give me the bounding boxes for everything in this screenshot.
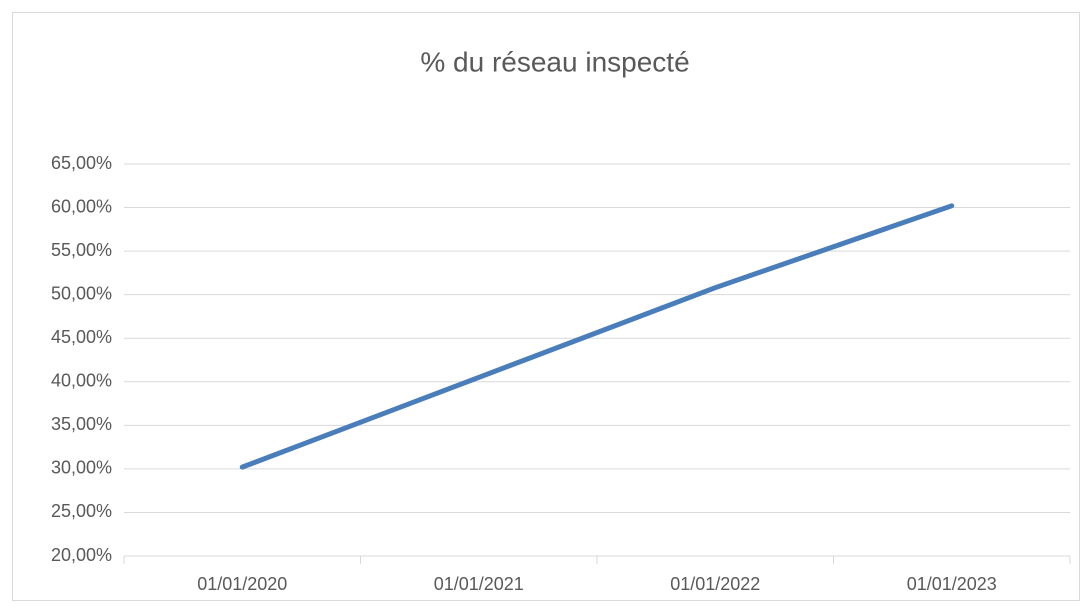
y-tick-label: 55,00% [51,240,112,260]
chart-title: % du réseau inspecté [420,46,689,77]
y-tick-label: 35,00% [51,414,112,434]
x-tick-label: 01/01/2021 [434,574,524,594]
y-tick-label: 30,00% [51,458,112,478]
y-tick-label: 20,00% [51,545,112,565]
y-tick-label: 25,00% [51,501,112,521]
y-tick-label: 45,00% [51,327,112,347]
chart-frame [12,12,1080,601]
x-tick-label: 01/01/2022 [670,574,760,594]
y-tick-label: 65,00% [51,153,112,173]
x-tick-label: 01/01/2020 [197,574,287,594]
y-tick-label: 60,00% [51,196,112,216]
y-tick-label: 40,00% [51,371,112,391]
y-tick-label: 50,00% [51,283,112,303]
line-series [239,203,955,470]
x-tick-label: 01/01/2023 [907,574,997,594]
